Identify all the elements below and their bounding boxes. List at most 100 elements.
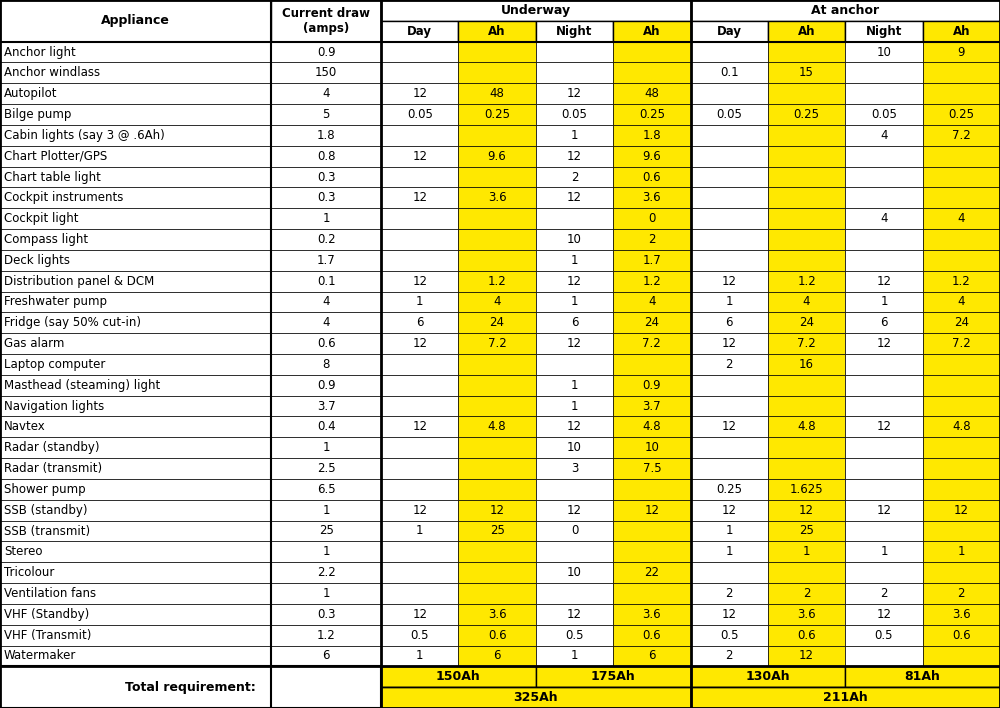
Bar <box>613 458 691 479</box>
Text: 3.6: 3.6 <box>952 607 971 621</box>
Bar <box>613 125 691 146</box>
Text: 9.6: 9.6 <box>642 149 661 163</box>
Text: Anchor light: Anchor light <box>4 45 76 59</box>
Bar <box>845 333 923 354</box>
Bar <box>458 166 536 188</box>
Bar <box>691 666 845 687</box>
Bar <box>845 21 923 42</box>
Bar <box>381 438 458 458</box>
Bar <box>271 270 381 292</box>
Bar <box>768 125 845 146</box>
Text: 6: 6 <box>648 649 656 663</box>
Bar <box>458 500 536 520</box>
Bar <box>691 104 768 125</box>
Bar <box>923 500 1000 520</box>
Text: 211Ah: 211Ah <box>823 691 868 704</box>
Text: Bilge pump: Bilge pump <box>4 108 71 121</box>
Bar <box>613 333 691 354</box>
Bar <box>691 479 768 500</box>
Bar <box>845 396 923 416</box>
Bar <box>768 312 845 333</box>
Bar <box>768 188 845 208</box>
Bar <box>691 562 768 583</box>
Text: 12: 12 <box>567 607 582 621</box>
Text: 10: 10 <box>567 441 582 455</box>
Bar <box>845 562 923 583</box>
Text: Cockpit light: Cockpit light <box>4 212 78 225</box>
Bar <box>845 646 923 666</box>
Text: 0.3: 0.3 <box>317 191 335 205</box>
Bar <box>845 125 923 146</box>
Bar <box>613 396 691 416</box>
Text: 1: 1 <box>571 649 578 663</box>
Bar <box>691 229 768 250</box>
Text: Ah: Ah <box>643 25 661 38</box>
Bar <box>691 542 768 562</box>
Bar <box>458 125 536 146</box>
Text: 7.2: 7.2 <box>642 337 661 350</box>
Bar <box>458 250 536 270</box>
Text: 6: 6 <box>571 316 578 329</box>
Text: 1: 1 <box>416 295 423 309</box>
Text: 24: 24 <box>954 316 969 329</box>
Bar <box>271 479 381 500</box>
Text: 0.5: 0.5 <box>410 629 429 641</box>
Bar <box>0 229 271 250</box>
Text: 1: 1 <box>880 295 888 309</box>
Text: 4: 4 <box>322 316 330 329</box>
Bar <box>381 458 458 479</box>
Text: 10: 10 <box>644 441 659 455</box>
Text: 1: 1 <box>571 129 578 142</box>
Bar <box>458 208 536 229</box>
Text: 1: 1 <box>416 649 423 663</box>
Text: 6: 6 <box>880 316 888 329</box>
Bar <box>381 520 458 542</box>
Bar <box>458 438 536 458</box>
Bar <box>458 229 536 250</box>
Bar <box>845 270 923 292</box>
Bar <box>691 583 768 604</box>
Text: 175Ah: 175Ah <box>591 670 636 683</box>
Bar <box>536 458 613 479</box>
Text: 0.6: 0.6 <box>643 629 661 641</box>
Bar <box>845 479 923 500</box>
Bar <box>458 479 536 500</box>
Bar <box>381 333 458 354</box>
Bar <box>271 416 381 438</box>
Text: Night: Night <box>556 25 593 38</box>
Bar <box>768 84 845 104</box>
Text: 12: 12 <box>876 421 891 433</box>
Text: 7.5: 7.5 <box>643 462 661 475</box>
Bar <box>381 583 458 604</box>
Text: 24: 24 <box>799 316 814 329</box>
Text: 4.8: 4.8 <box>488 421 506 433</box>
Bar <box>0 104 271 125</box>
Bar <box>923 458 1000 479</box>
Bar <box>845 104 923 125</box>
Bar <box>923 208 1000 229</box>
Bar <box>381 166 458 188</box>
Bar <box>691 520 768 542</box>
Text: 12: 12 <box>412 149 427 163</box>
Bar <box>845 42 923 62</box>
Text: 81Ah: 81Ah <box>905 670 941 683</box>
Bar <box>923 62 1000 84</box>
Bar <box>271 84 381 104</box>
Bar <box>381 250 458 270</box>
Bar <box>845 375 923 396</box>
Bar <box>271 292 381 312</box>
Bar <box>381 500 458 520</box>
Bar <box>923 583 1000 604</box>
Text: 0.25: 0.25 <box>716 483 742 496</box>
Bar <box>271 0 381 42</box>
Text: SSB (standby): SSB (standby) <box>4 503 88 517</box>
Text: 1.8: 1.8 <box>317 129 336 142</box>
Bar <box>0 312 271 333</box>
Bar <box>381 104 458 125</box>
Bar <box>536 270 613 292</box>
Text: Night: Night <box>866 25 902 38</box>
Text: 12: 12 <box>876 275 891 287</box>
Bar <box>691 62 768 84</box>
Text: 10: 10 <box>567 233 582 246</box>
Text: 2: 2 <box>803 587 810 600</box>
